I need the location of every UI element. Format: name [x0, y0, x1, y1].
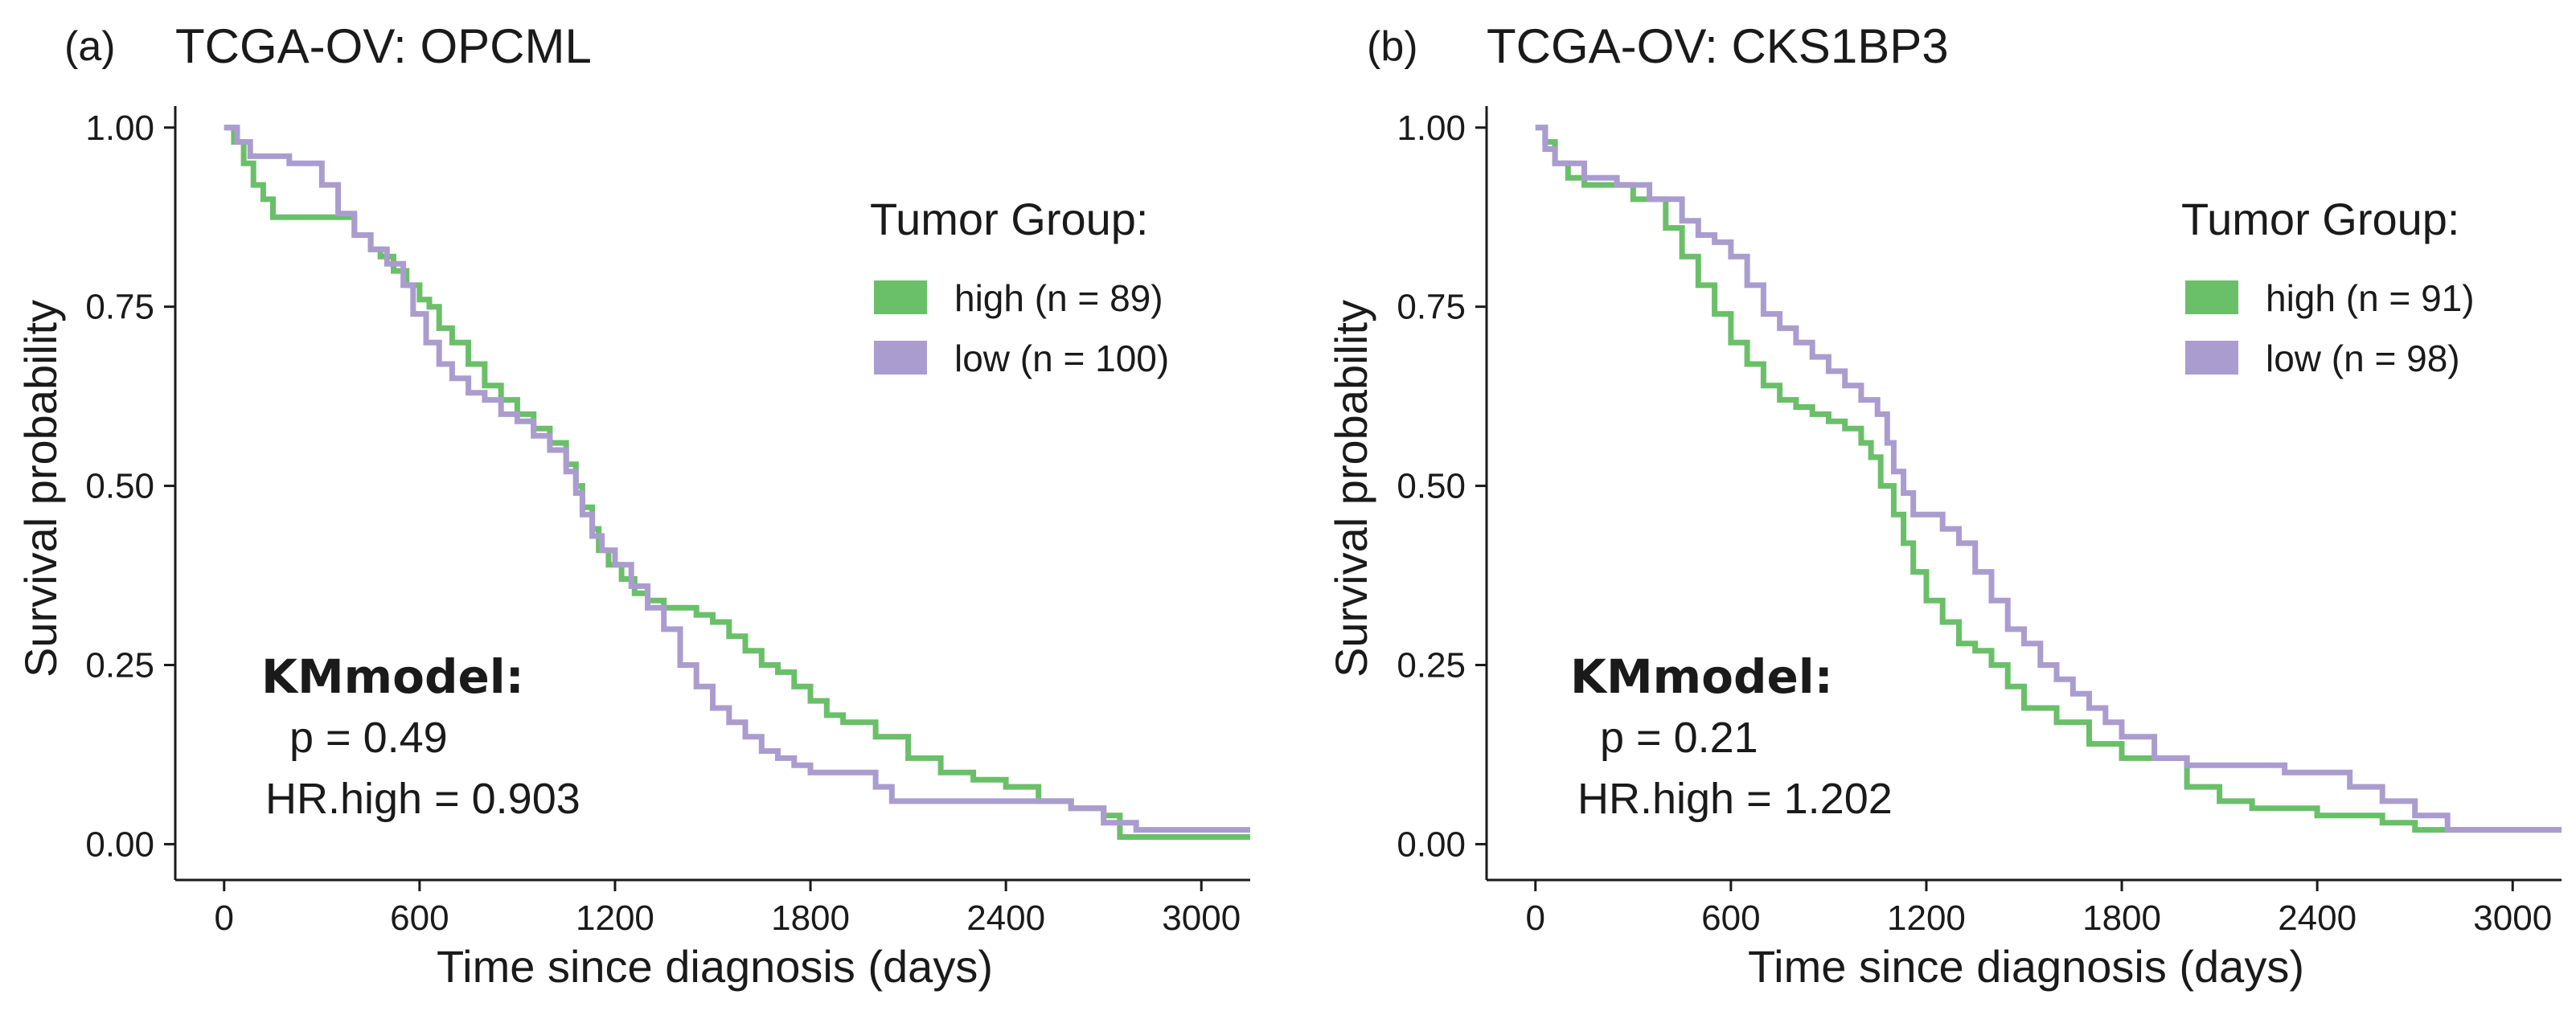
- panel-b-y-tick-label: 0.50: [1397, 467, 1466, 506]
- panel-b-y-tick-label: 0.75: [1397, 288, 1466, 327]
- panel-a-hazard-ratio: HR.high = 0.903: [265, 775, 580, 823]
- panel-b-hazard-ratio: HR.high = 1.202: [1577, 775, 1893, 823]
- panel-a-x-tick-label: 2400: [966, 898, 1045, 938]
- panel-a-stats: KMmodel: p = 0.49 HR.high = 0.903: [261, 649, 580, 823]
- panel-b-title: TCGA-OV: CKS1BP3: [1487, 19, 1949, 73]
- panel-b-y-tick-label: 1.00: [1397, 108, 1466, 148]
- panel-b-legend-title: Tumor Group:: [2181, 194, 2459, 244]
- panel-b-x-tick-label: 1800: [2082, 898, 2161, 938]
- panel-a-x-tick-label: 600: [390, 898, 449, 938]
- panel-a-x-tick-label: 3000: [1162, 898, 1241, 938]
- panel-a-title: TCGA-OV: OPCML: [175, 19, 592, 73]
- panel-a-ylabel: Survival probability: [15, 300, 66, 677]
- panel-b-ticks: 0 600 1200 1800 2400 3000 0.00 0.25 0.50 0.75 1.00: [1397, 108, 2552, 938]
- panel-b-y-tick-label: 0.00: [1397, 825, 1466, 864]
- panel-b-legend-label-low: low (n = 98): [2266, 338, 2460, 379]
- panel-a-x-tick-label: 1200: [576, 898, 654, 938]
- panel-a-y-tick-label: 0.75: [85, 288, 154, 327]
- panel-b-x-tick-label: 600: [1701, 898, 1760, 938]
- panel-b-x-tick-label: 3000: [2473, 898, 2552, 938]
- panel-a: (a) TCGA-OV: OPCML Survival probability …: [15, 19, 1250, 992]
- panel-a-survival-curve-low: [224, 125, 1250, 833]
- panel-a-y-tick-label: 0.00: [85, 825, 154, 864]
- panel-b-curves: [1535, 125, 2562, 833]
- panel-a-y-tick-label: 0.25: [85, 646, 154, 686]
- panel-b-ylabel: Survival probability: [1326, 300, 1376, 677]
- panel-a-legend-key-high: [874, 280, 927, 314]
- panel-a-legend-title: Tumor Group:: [870, 194, 1148, 244]
- panel-a-curves: [224, 125, 1250, 840]
- panel-b-label: (b): [1367, 23, 1418, 70]
- panel-a-ticks: 0 600 1200 1800 2400 3000 0.00 0.25 0.50 0.75 1.00: [85, 108, 1241, 938]
- panel-a-xlabel: Time since diagnosis (days): [437, 941, 993, 992]
- panel-a-legend-label-low: low (n = 100): [954, 338, 1169, 379]
- panel-a-stats-title: KMmodel:: [261, 649, 524, 704]
- panel-b-legend: Tumor Group: high (n = 91) low (n = 98): [2181, 194, 2475, 379]
- panel-b-legend-key-low: [2185, 341, 2238, 374]
- panel-b-x-tick-label: 2400: [2278, 898, 2357, 938]
- panel-b-xlabel: Time since diagnosis (days): [1748, 941, 2304, 992]
- panel-b-y-tick-label: 0.25: [1397, 646, 1466, 686]
- panel-a-x-tick-label: 1800: [771, 898, 850, 938]
- panel-b-stats: KMmodel: p = 0.21 HR.high = 1.202: [1570, 649, 1893, 823]
- panel-a-legend-label-high: high (n = 89): [954, 277, 1163, 319]
- panel-b: (b) TCGA-OV: CKS1BP3 Survival probabilit…: [1326, 19, 2562, 992]
- panel-a-legend: Tumor Group: high (n = 89) low (n = 100): [870, 194, 1169, 379]
- panel-a-label: (a): [64, 23, 116, 70]
- panel-a-y-tick-label: 1.00: [85, 108, 154, 148]
- panel-b-survival-curve-high: [1535, 125, 2562, 833]
- panel-a-y-tick-label: 0.50: [85, 467, 154, 506]
- panel-b-survival-curve-low: [1535, 125, 2562, 833]
- panel-b-legend-key-high: [2185, 280, 2238, 314]
- panel-a-p-value: p = 0.49: [289, 714, 448, 762]
- panel-b-legend-label-high: high (n = 91): [2266, 277, 2475, 319]
- panel-a-x-tick-label: 0: [215, 898, 234, 938]
- panel-b-x-tick-label: 1200: [1887, 898, 1966, 938]
- panel-b-x-tick-label: 0: [1526, 898, 1545, 938]
- panel-b-p-value: p = 0.21: [1600, 714, 1758, 762]
- panel-b-stats-title: KMmodel:: [1570, 649, 1833, 704]
- panel-a-legend-key-low: [874, 341, 927, 374]
